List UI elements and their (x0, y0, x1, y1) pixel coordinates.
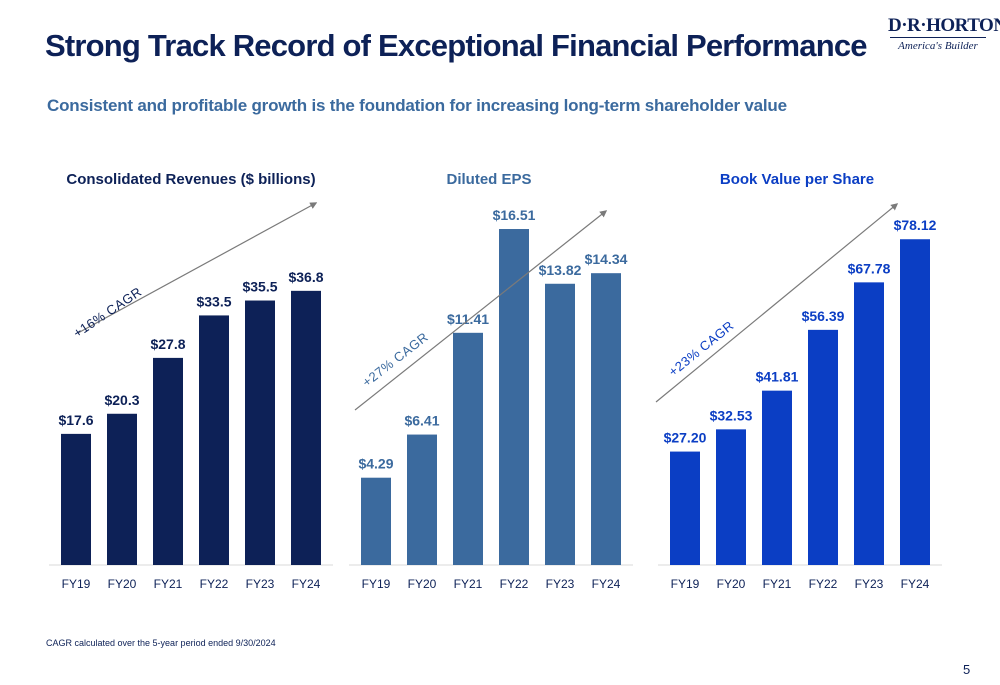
eps-data-label-fy22: $16.51 (493, 207, 536, 223)
eps-data-label-fy23: $13.82 (539, 262, 582, 278)
eps-bar-fy24 (591, 273, 621, 565)
eps-data-label-fy19: $4.29 (358, 456, 393, 472)
revenue-bar-fy23 (245, 300, 275, 565)
logo-tagline: America's Builder (898, 40, 978, 52)
bvps-bar-fy21 (762, 390, 792, 565)
logo-rule (890, 37, 986, 38)
bvps-data-label-fy20: $32.53 (710, 407, 753, 423)
revenue-tick-label-fy21: FY21 (154, 577, 183, 591)
logo-wordmark: D·R·HORTON (888, 15, 1000, 36)
eps-tick-label-fy21: FY21 (454, 577, 483, 591)
eps-bar-fy21 (453, 332, 483, 565)
revenue-data-label-fy21: $27.8 (150, 336, 185, 352)
eps-data-label-fy20: $6.41 (404, 413, 439, 429)
page-subtitle: Consistent and profitable growth is the … (47, 96, 787, 115)
eps-bar-fy20 (407, 434, 437, 565)
company-logo: D·R·HORTON America's Builder (888, 15, 1000, 53)
eps-chart-title: Diluted EPS (446, 171, 532, 188)
bvps-cagr-arrow (655, 203, 899, 403)
bvps-tick-label-fy23: FY23 (855, 577, 884, 591)
bvps-bar-fy19 (670, 451, 700, 565)
bvps-data-label-fy21: $41.81 (756, 369, 799, 385)
bvps-tick-label-fy22: FY22 (809, 577, 838, 591)
revenue-chart-title: Consolidated Revenues ($ billions) (66, 171, 316, 188)
book-value-chart-title: Book Value per Share (719, 171, 875, 188)
eps-bar-fy22 (499, 229, 529, 566)
revenue-tick-label-fy19: FY19 (62, 577, 91, 591)
revenue-bar-fy19 (61, 433, 91, 565)
revenue-tick-label-fy23: FY23 (246, 577, 275, 591)
revenue-data-label-fy20: $20.3 (104, 392, 139, 408)
eps-tick-label-fy23: FY23 (546, 577, 575, 591)
page-number: 5 (963, 662, 971, 677)
bvps-tick-label-fy24: FY24 (901, 577, 930, 591)
revenue-data-label-fy19: $17.6 (58, 412, 93, 428)
bvps-bar-fy20 (716, 429, 746, 565)
revenue-bar-fy21 (153, 357, 183, 565)
bvps-tick-label-fy21: FY21 (763, 577, 792, 591)
revenue-cagr-arrow (77, 202, 318, 334)
eps-cagr-label: +27% CAGR (359, 329, 431, 390)
bvps-data-label-fy24: $78.12 (894, 217, 937, 233)
eps-tick-label-fy19: FY19 (362, 577, 391, 591)
eps-bar-fy19 (361, 477, 391, 565)
revenue-tick-label-fy24: FY24 (292, 577, 321, 591)
eps-tick-label-fy20: FY20 (408, 577, 437, 591)
eps-data-label-fy21: $11.41 (447, 311, 489, 327)
eps-cagr-arrow (354, 210, 608, 411)
bvps-tick-label-fy19: FY19 (671, 577, 700, 591)
revenue-bar-fy20 (107, 413, 137, 565)
bvps-data-label-fy19: $27.20 (664, 430, 707, 446)
revenue-cagr-label: +16% CAGR (70, 284, 144, 341)
eps-bar-fy23 (545, 283, 575, 565)
bvps-data-label-fy22: $56.39 (802, 308, 845, 324)
revenue-data-label-fy24: $36.8 (288, 269, 323, 285)
revenue-bar-fy22 (199, 315, 229, 565)
bvps-bar-fy24 (900, 239, 930, 565)
revenue-data-label-fy22: $33.5 (196, 293, 231, 309)
bvps-cagr-label: +23% CAGR (666, 318, 737, 380)
revenue-bar-fy24 (291, 290, 321, 565)
footnote: CAGR calculated over the 5-year period e… (46, 638, 276, 648)
revenue-tick-label-fy22: FY22 (200, 577, 229, 591)
eps-tick-label-fy22: FY22 (500, 577, 529, 591)
page-title: Strong Track Record of Exceptional Finan… (45, 28, 868, 63)
eps-data-label-fy24: $14.34 (585, 251, 628, 267)
revenue-tick-label-fy20: FY20 (108, 577, 137, 591)
bvps-bar-fy22 (808, 329, 838, 565)
bvps-tick-label-fy20: FY20 (717, 577, 746, 591)
bvps-data-label-fy23: $67.78 (848, 260, 891, 276)
bvps-bar-fy23 (854, 282, 884, 565)
revenue-data-label-fy23: $35.5 (242, 279, 277, 295)
eps-tick-label-fy24: FY24 (592, 577, 621, 591)
